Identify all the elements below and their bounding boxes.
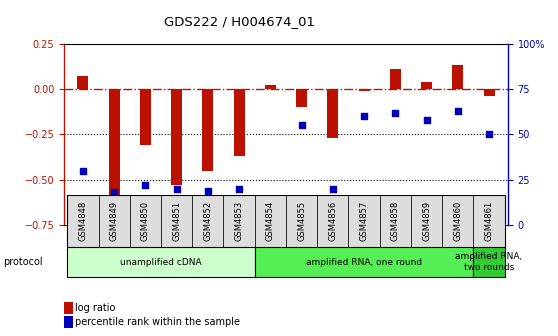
Bar — [130, 195, 161, 247]
Text: GDS222 / H004674_01: GDS222 / H004674_01 — [165, 15, 315, 28]
Text: log ratio: log ratio — [75, 303, 116, 313]
Bar — [411, 195, 442, 247]
Text: GSM4860: GSM4860 — [453, 201, 462, 241]
Bar — [421, 82, 432, 89]
Bar — [359, 89, 369, 91]
Bar — [99, 195, 130, 247]
Point — [453, 108, 462, 114]
Bar — [171, 89, 182, 185]
Bar — [78, 76, 88, 89]
Bar — [348, 195, 379, 247]
Point — [235, 186, 244, 192]
Bar — [317, 195, 348, 247]
Text: GSM4861: GSM4861 — [484, 201, 493, 241]
Text: GSM4854: GSM4854 — [266, 201, 275, 241]
Bar — [286, 195, 317, 247]
Point — [359, 114, 368, 119]
Point — [422, 117, 431, 123]
Point — [141, 182, 150, 188]
Point — [328, 186, 337, 192]
Point — [484, 132, 493, 137]
Point — [297, 123, 306, 128]
Bar — [379, 195, 411, 247]
Bar — [442, 195, 473, 247]
Text: GSM4853: GSM4853 — [234, 201, 244, 241]
Text: GSM4857: GSM4857 — [359, 201, 369, 241]
Text: unamplified cDNA: unamplified cDNA — [120, 258, 202, 266]
Bar — [224, 195, 255, 247]
Point — [391, 110, 400, 115]
Bar — [453, 66, 463, 89]
Text: GSM4852: GSM4852 — [203, 201, 213, 241]
Bar — [68, 247, 255, 277]
Text: GSM4859: GSM4859 — [422, 201, 431, 241]
Bar — [193, 195, 224, 247]
Text: GSM4851: GSM4851 — [172, 201, 181, 241]
Point — [79, 168, 88, 173]
Text: GSM4849: GSM4849 — [110, 201, 119, 241]
Text: percentile rank within the sample: percentile rank within the sample — [75, 317, 240, 327]
Text: GSM4855: GSM4855 — [297, 201, 306, 241]
Text: GSM4856: GSM4856 — [328, 201, 338, 241]
Point — [172, 186, 181, 192]
Bar — [140, 89, 151, 145]
Text: amplified RNA, one round: amplified RNA, one round — [306, 258, 422, 266]
Bar — [161, 195, 193, 247]
Bar — [109, 89, 119, 212]
Bar — [328, 89, 338, 138]
Bar — [234, 89, 244, 156]
Bar — [473, 247, 504, 277]
Bar — [296, 89, 307, 107]
Bar — [265, 85, 276, 89]
Text: GSM4848: GSM4848 — [79, 201, 88, 241]
Text: GSM4850: GSM4850 — [141, 201, 150, 241]
Text: amplified RNA,
two rounds: amplified RNA, two rounds — [455, 252, 523, 272]
Bar — [390, 69, 401, 89]
Point — [204, 188, 213, 193]
Point — [110, 190, 119, 195]
Bar — [255, 195, 286, 247]
Text: GSM4858: GSM4858 — [391, 201, 400, 241]
Bar — [68, 195, 99, 247]
Bar — [473, 195, 504, 247]
Bar — [484, 89, 494, 96]
Text: protocol: protocol — [3, 257, 42, 267]
Bar — [255, 247, 473, 277]
Bar — [203, 89, 213, 171]
Point — [266, 208, 275, 213]
